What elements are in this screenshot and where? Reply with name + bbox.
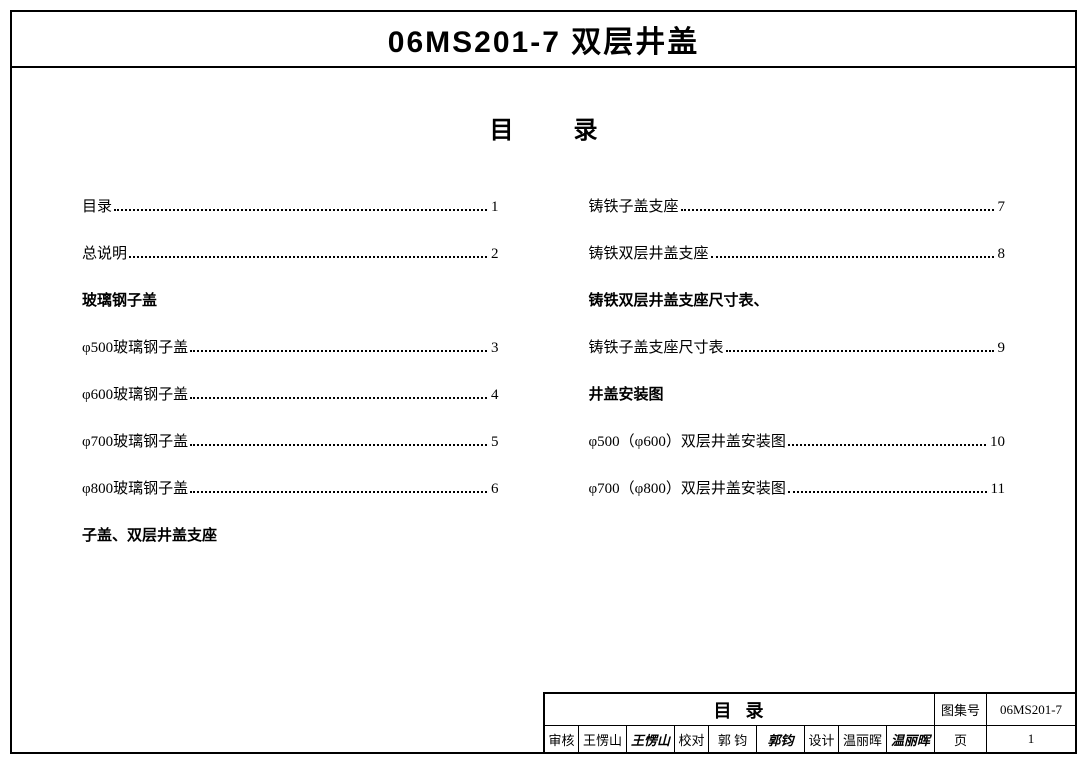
toc-section-heading: 子盖、双层井盖支座 [82,524,499,545]
toc-leader-dots [711,256,994,258]
tb-page-value: 1 [987,726,1075,752]
tb-sheji-name: 温丽晖 [839,726,887,752]
toc-entry-label: φ500玻璃钢子盖 [82,336,188,357]
toc-entry: 总说明 2 [82,242,499,263]
tb-page-label: 页 [935,726,987,752]
title-block-top-row: 目录 图集号 06MS201-7 [545,694,1075,726]
toc-entry-label: φ500（φ600）双层井盖安装图 [589,430,786,451]
toc-section-heading: 玻璃钢子盖 [82,289,499,310]
toc-entry-label: 总说明 [82,242,127,263]
tb-sheji-sig: 温丽晖 [887,726,935,752]
tb-jiaodui-name: 郭 钧 [709,726,757,752]
toc-leader-dots [190,397,487,399]
toc-col-right: 铸铁子盖支座 7 铸铁双层井盖支座 8 铸铁双层井盖支座尺寸表、铸铁子盖支座尺寸表 9 井盖… [589,195,1006,571]
toc-entry: 铸铁双层井盖支座 8 [589,242,1006,263]
toc-leader-dots [681,209,994,211]
toc-entry-page: 3 [489,340,499,357]
toc-entry: φ700玻璃钢子盖 5 [82,430,499,451]
toc-heading: 目录 [82,110,1005,145]
toc-entry-label: φ700玻璃钢子盖 [82,430,188,451]
tb-sheji-label: 设计 [805,726,839,752]
toc-entry-label: φ800玻璃钢子盖 [82,477,188,498]
toc-entry-page: 8 [996,246,1006,263]
toc-leader-dots [190,350,487,352]
toc-entry-label: φ700（φ800）双层井盖安装图 [589,477,786,498]
toc-entry: 铸铁子盖支座尺寸表 9 [589,336,1006,357]
toc-entry-page: 9 [996,340,1006,357]
tb-jiaodui-sig: 郭钧 [757,726,805,752]
toc-entry: φ600玻璃钢子盖 4 [82,383,499,404]
toc-entry-page: 10 [988,434,1005,451]
toc-entry-label: 目录 [82,195,112,216]
toc-leader-dots [726,350,994,352]
toc-entry-label: 铸铁子盖支座 [589,195,679,216]
toc-entry-page: 2 [489,246,499,263]
toc-entry-page: 11 [989,481,1005,498]
content-area: 目录 目录 1 总说明 2 玻璃钢子盖 φ500玻璃钢子盖 3 φ600玻璃钢子盖 4 φ700玻… [12,70,1075,690]
toc-col-left: 目录 1 总说明 2 玻璃钢子盖 φ500玻璃钢子盖 3 φ600玻璃钢子盖 4 φ700玻璃钢子… [82,195,499,571]
toc-section-heading: 井盖安装图 [589,383,1006,404]
toc-entry: φ500（φ600）双层井盖安装图 10 [589,430,1006,451]
toc-leader-dots [129,256,487,258]
toc-section-heading: 铸铁双层井盖支座尺寸表、 [589,289,1006,310]
toc-entry: 铸铁子盖支座 7 [589,195,1006,216]
toc-entry-page: 4 [489,387,499,404]
toc-entry-page: 5 [489,434,499,451]
drawing-sheet: 06MS201-7 双层井盖 目录 目录 1 总说明 2 玻璃钢子盖 φ500玻璃钢子盖 3… [10,10,1077,754]
toc-entry: φ700（φ800）双层井盖安装图 11 [589,477,1006,498]
toc-leader-dots [788,491,987,493]
toc-entry-page: 6 [489,481,499,498]
tb-tujihao-value: 06MS201-7 [987,694,1075,725]
tb-tujihao-label: 图集号 [935,694,987,725]
tb-jiaodui-label: 校对 [675,726,709,752]
toc-leader-dots [190,444,487,446]
toc-leader-dots [788,444,986,446]
tb-shenhe-sig: 王愣山 [627,726,675,752]
tb-shenhe-label: 审核 [545,726,579,752]
toc-entry: 目录 1 [82,195,499,216]
toc-entry: φ500玻璃钢子盖 3 [82,336,499,357]
toc-entry-page: 1 [489,199,499,216]
sheet-title: 06MS201-7 双层井盖 [12,12,1075,68]
title-block: 目录 图集号 06MS201-7 审核 王愣山 王愣山 校对 郭 钧 郭钧 设计… [543,692,1077,754]
tb-shenhe-name: 王愣山 [579,726,627,752]
toc-entry: φ800玻璃钢子盖 6 [82,477,499,498]
toc-entry-label: 铸铁双层井盖支座 [589,242,709,263]
tb-mulu: 目录 [545,694,935,725]
toc-leader-dots [114,209,487,211]
toc-leader-dots [190,491,487,493]
toc-entry-label: φ600玻璃钢子盖 [82,383,188,404]
toc-entry-page: 7 [996,199,1006,216]
toc-entry-label: 铸铁子盖支座尺寸表 [589,336,724,357]
toc-columns: 目录 1 总说明 2 玻璃钢子盖 φ500玻璃钢子盖 3 φ600玻璃钢子盖 4 φ700玻璃钢子… [82,195,1005,571]
title-block-bottom-row: 审核 王愣山 王愣山 校对 郭 钧 郭钧 设计 温丽晖 温丽晖 页 1 [545,726,1075,752]
